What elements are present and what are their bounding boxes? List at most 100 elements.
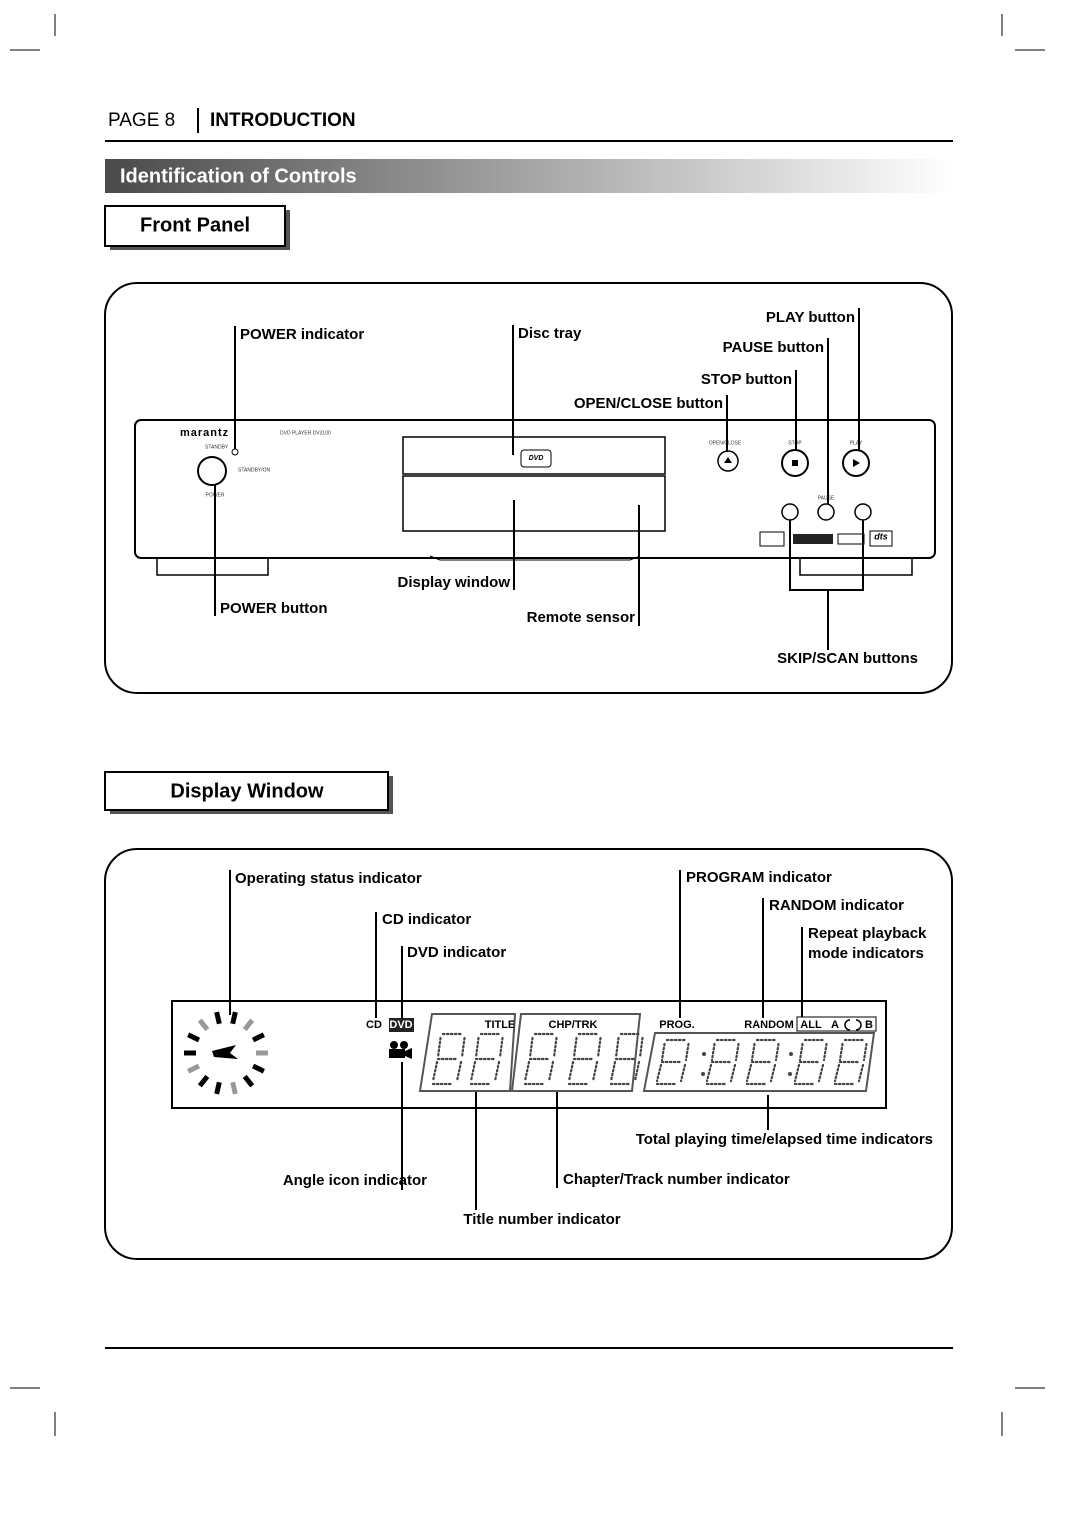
tray-lip bbox=[429, 555, 641, 561]
heading-box bbox=[104, 771, 389, 811]
segment-digit bbox=[655, 1038, 690, 1086]
callout: DVD indicator bbox=[407, 944, 506, 961]
time-segment-frame bbox=[642, 1032, 876, 1092]
segment-digit bbox=[745, 1038, 780, 1086]
heading-box bbox=[104, 205, 286, 247]
status-segment bbox=[197, 1018, 210, 1032]
front-leaders bbox=[214, 308, 864, 650]
title-segment-frame bbox=[418, 1013, 517, 1092]
camera-lens bbox=[405, 1048, 412, 1059]
status-segment bbox=[214, 1011, 222, 1025]
chapter-segment-frame bbox=[510, 1013, 642, 1092]
callout: Repeat playback bbox=[808, 925, 927, 942]
status-segment bbox=[187, 1032, 201, 1043]
segment-digit bbox=[793, 1038, 828, 1086]
play-icon bbox=[853, 459, 860, 467]
random-indicator: RANDOM bbox=[744, 1019, 794, 1031]
segment-digit bbox=[431, 1032, 466, 1086]
status-segment bbox=[242, 1018, 255, 1032]
callout: OPEN/CLOSE button bbox=[574, 395, 723, 412]
panel-frame bbox=[104, 848, 953, 1260]
dvd-indicator: DVD bbox=[389, 1019, 412, 1031]
segment-digits bbox=[431, 1032, 868, 1086]
callout: STOP button bbox=[701, 371, 792, 388]
heading: Front Panel bbox=[140, 214, 250, 236]
colon-dot bbox=[702, 1052, 706, 1056]
callout: PLAY button bbox=[766, 309, 855, 326]
stop-icon bbox=[792, 460, 798, 466]
standby-on-label: STANDBY/ON bbox=[238, 467, 271, 473]
status-segment bbox=[251, 1032, 265, 1043]
status-segment bbox=[197, 1074, 210, 1088]
callout: mode indicators bbox=[808, 945, 924, 962]
power-button bbox=[197, 456, 227, 486]
status-segment bbox=[242, 1074, 255, 1088]
callout: POWER indicator bbox=[240, 326, 364, 343]
callout: Angle icon indicator bbox=[283, 1172, 427, 1189]
dvd-indicator-box bbox=[389, 1018, 414, 1032]
colon-dot bbox=[789, 1052, 793, 1056]
pause-label: PAUSE bbox=[818, 495, 835, 501]
power-indicator bbox=[231, 448, 239, 456]
leader bbox=[789, 520, 864, 650]
dvd-logo bbox=[520, 449, 552, 468]
play-label: PLAY bbox=[850, 440, 863, 446]
repeat-box bbox=[796, 1016, 877, 1032]
segment-digit bbox=[609, 1032, 644, 1086]
skip-button bbox=[854, 503, 872, 521]
dvd-player: DVD marantz DVD PLAYER DV3100 STANDBY ST… bbox=[134, 419, 936, 576]
page-title: Identification of Controls bbox=[120, 165, 357, 187]
panel-frame bbox=[104, 282, 953, 694]
skip-button bbox=[781, 503, 799, 521]
dts-logo bbox=[869, 530, 893, 547]
callout: PAUSE button bbox=[723, 339, 824, 356]
title-indicator: TITLE bbox=[485, 1019, 516, 1031]
title-bar bbox=[105, 159, 953, 193]
callout: Operating status indicator bbox=[235, 870, 422, 887]
callout: CD indicator bbox=[382, 911, 471, 928]
cd-logo bbox=[759, 531, 785, 547]
operating-status-icon bbox=[184, 1011, 268, 1095]
camera-reel bbox=[400, 1041, 408, 1049]
status-segment bbox=[187, 1063, 201, 1074]
dolby-logo bbox=[837, 533, 865, 545]
dts-text: dts bbox=[874, 531, 888, 541]
callout: Total playing time/elapsed time indicato… bbox=[636, 1131, 933, 1148]
repeat-a: A bbox=[831, 1019, 839, 1031]
callout: SKIP/SCAN buttons bbox=[777, 650, 918, 667]
segment-digit bbox=[705, 1038, 740, 1086]
callout: Title number indicator bbox=[463, 1211, 620, 1228]
chapter-indicator: CHP/TRK bbox=[549, 1019, 598, 1031]
status-segment bbox=[230, 1011, 238, 1025]
colon-dot bbox=[701, 1072, 705, 1076]
standby-label: STANDBY bbox=[205, 444, 229, 450]
angle-icon bbox=[389, 1041, 412, 1059]
model: DVD PLAYER DV3100 bbox=[280, 430, 331, 436]
colon-dot bbox=[788, 1072, 792, 1076]
callout: Disc tray bbox=[518, 325, 582, 342]
callout: RANDOM indicator bbox=[769, 897, 904, 914]
segment-digit bbox=[567, 1032, 602, 1086]
spatializer-logo bbox=[793, 534, 833, 544]
status-segment bbox=[214, 1081, 222, 1095]
status-disc bbox=[212, 1045, 238, 1059]
status-segment bbox=[251, 1063, 265, 1074]
repeat-all: ALL bbox=[800, 1019, 822, 1031]
callout: Display window bbox=[397, 574, 510, 591]
repeat-arrows bbox=[844, 1019, 862, 1031]
repeat-b: B bbox=[865, 1019, 873, 1031]
brand: marantz bbox=[180, 427, 229, 439]
callout: Remote sensor bbox=[527, 609, 636, 626]
open-close-label: OPEN/CLOSE bbox=[709, 440, 742, 446]
callout: Chapter/Track number indicator bbox=[563, 1171, 790, 1188]
callout: PROGRAM indicator bbox=[686, 869, 832, 886]
program-indicator: PROG. bbox=[659, 1019, 694, 1031]
eject-icon bbox=[724, 457, 732, 463]
display-window bbox=[402, 475, 666, 532]
section-name: INTRODUCTION bbox=[210, 110, 356, 131]
callout: POWER button bbox=[220, 600, 327, 617]
camera-body bbox=[389, 1049, 405, 1058]
page-number: PAGE 8 bbox=[108, 110, 175, 131]
